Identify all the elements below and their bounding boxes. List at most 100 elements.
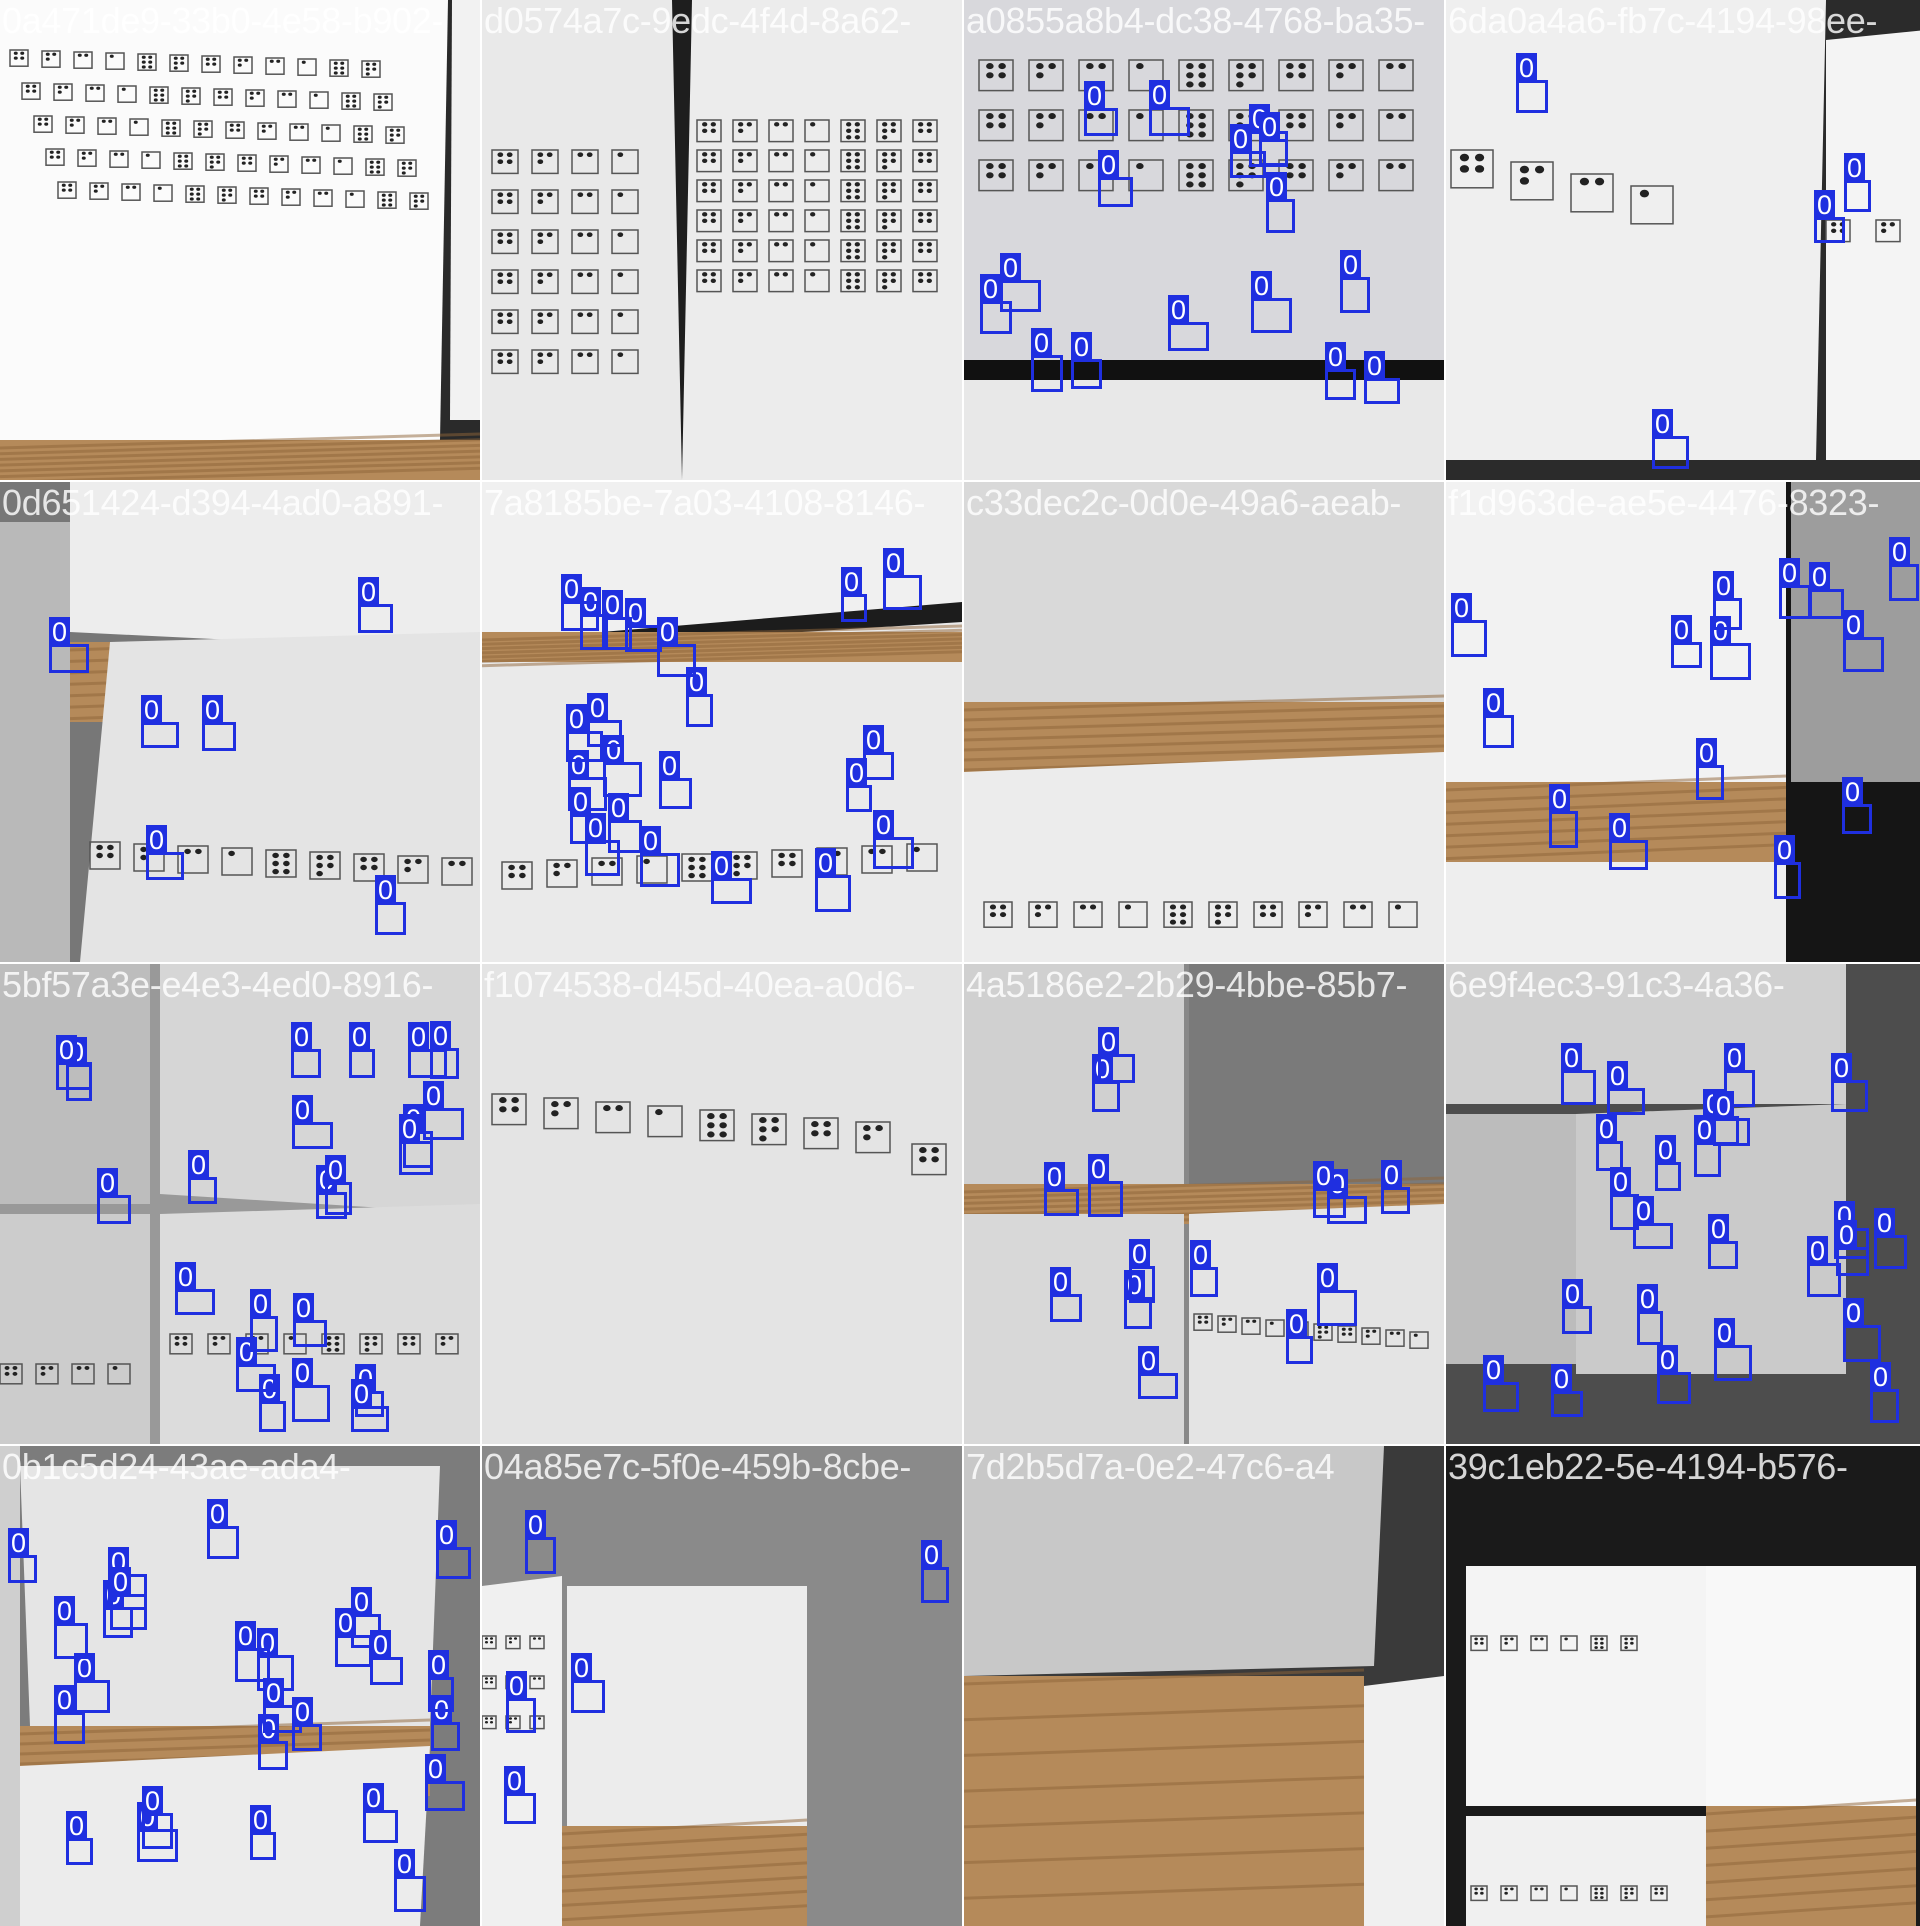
tile-photo [482,964,962,1444]
box-class-label: 0 [1874,1208,1896,1238]
detection-box: 0 [1098,1027,1135,1083]
detection-box: 0 [1084,81,1118,136]
box-class-label: 0 [506,1671,528,1701]
detection-box: 0 [436,1520,471,1579]
detection-box: 0 [146,825,184,880]
box-class-label: 0 [351,1587,373,1617]
detection-box: 0 [293,1293,327,1347]
box-class-label: 0 [1251,271,1273,301]
detection-box: 0 [66,1811,93,1865]
detection-box: 0 [1809,562,1844,619]
box-class-label: 0 [1774,835,1796,865]
box-class-label: 0 [66,1811,88,1841]
box-class-label: 0 [587,693,609,723]
detection-box: 0 [1190,1240,1218,1297]
detection-box: 0 [394,1849,426,1912]
tile-photo [964,1446,1444,1926]
detection-box: 0 [1286,1309,1313,1364]
box-class-label: 0 [1724,1043,1746,1073]
box-class-label: 0 [1451,593,1473,623]
box-class-label: 0 [1364,351,1386,381]
tile-filename: a0855a8b4-dc38-4768-ba35- [966,0,1425,41]
box-class-label: 0 [142,1786,164,1816]
box-class-label: 0 [188,1150,210,1180]
detection-box: 0 [428,1650,454,1712]
detection-box: 0 [1168,295,1209,351]
detection-box: 0 [1098,150,1133,207]
tile-filename: 4a5186e2-2b29-4bbe-85b7- [966,964,1408,1005]
detection-box: 0 [1071,332,1102,389]
box-class-label: 0 [1842,777,1864,807]
box-class-label: 0 [325,1155,347,1185]
detection-box: 0 [325,1155,352,1215]
box-class-label: 0 [1483,1355,1505,1385]
detection-box: 0 [873,810,914,869]
detection-box: 0 [54,1596,88,1659]
detection-box: 0 [525,1510,556,1574]
detection-box: 0 [815,848,851,912]
box-class-label: 0 [146,825,168,855]
detection-box: 0 [250,1289,278,1352]
mosaic-tile: 0 0 0 0 0 0 0 0 0 0 0 0 0 0 0 0 0 0 0 0 0 0 7a8185be-7a03-4108… [482,482,962,962]
detection-box: 0 [1844,153,1871,212]
mosaic-tile: 39c1eb22-5e-4194-b576- [1446,1446,1920,1926]
box-class-label: 0 [202,695,224,725]
detection-box: 0 [1652,409,1689,469]
detection-box: 0 [1807,1236,1841,1297]
detection-box: 0 [141,695,179,748]
detection-box: 0 [1129,1239,1155,1303]
box-class-label: 0 [408,1022,430,1052]
box-class-label: 0 [571,1653,593,1683]
detection-box: 0 [1814,190,1845,243]
detection-box: 0 [236,1337,276,1392]
detection-box: 0 [292,1697,322,1751]
box-class-label: 0 [568,750,590,780]
box-class-label: 0 [504,1766,526,1796]
box-class-label: 0 [141,695,163,725]
detection-box: 0 [921,1540,949,1603]
box-class-label: 0 [250,1289,272,1319]
detection-box: 0 [335,1608,372,1667]
box-class-label: 0 [1714,1318,1736,1348]
detection-box: 0 [1364,351,1400,404]
detection-box: 0 [188,1150,217,1204]
box-class-label: 0 [1044,1162,1066,1192]
detection-box: 0 [1710,616,1751,680]
mosaic-tile: 00000000000000000000005bf57a3e-e4e3-4ed0… [0,964,480,1444]
detection-box: 0 [603,735,642,797]
detection-box: 0 [431,1695,460,1751]
box-class-label: 0 [1149,80,1171,110]
box-class-label: 0 [292,1697,314,1727]
box-class-label: 0 [335,1608,357,1638]
detection-box: 0 [1000,253,1041,312]
box-class-label: 0 [608,793,630,823]
mosaic-tile: f1074538-d45d-40ea-a0d6- [482,964,962,1444]
box-class-label: 0 [1889,537,1911,567]
box-class-label: 0 [711,851,733,881]
mosaic-tile: 0a471de9-33b0-4e58-b902- [0,0,480,480]
detection-box: 0 [1251,271,1292,333]
box-class-label: 0 [1843,610,1865,640]
box-class-label: 0 [1694,1115,1716,1145]
box-class-label: 0 [291,1022,313,1052]
box-class-label: 0 [1138,1346,1160,1376]
detection-box: 0 [1774,835,1801,899]
detection-box: 0 [1870,1362,1899,1423]
detection-box: 0 [74,1653,110,1713]
box-class-label: 0 [1836,1220,1858,1250]
detection-box: 0 [399,1114,433,1175]
box-class-label: 0 [250,1805,272,1835]
box-class-label: 0 [1098,1027,1120,1057]
tile-filename: 7d2b5d7a-0e2-47c6-a4 [966,1446,1335,1487]
detection-box: 0 [1050,1267,1082,1322]
box-class-label: 0 [207,1499,229,1529]
detection-box: 0 [1325,342,1356,400]
detection-box: 0 [608,793,642,853]
box-class-label: 0 [1779,558,1801,588]
detection-box: 0 [841,567,867,622]
box-class-label: 0 [1317,1263,1339,1293]
tile-photo [964,482,1444,962]
box-class-label: 0 [394,1849,416,1879]
box-class-label: 0 [602,590,624,620]
detection-box: 0 [1696,738,1724,800]
